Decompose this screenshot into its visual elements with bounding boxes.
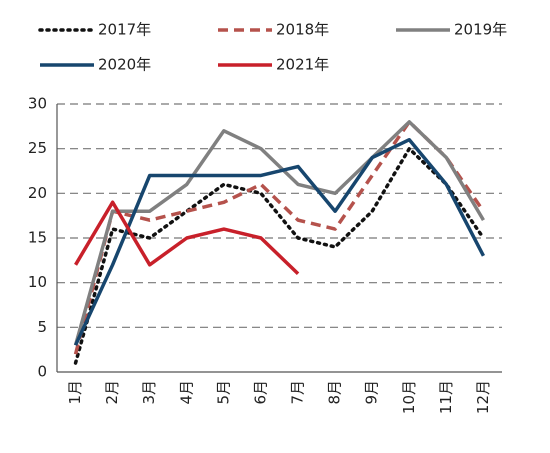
legend-label: 2018年 xyxy=(276,21,329,39)
legend-label: 2017年 xyxy=(98,21,151,39)
y-tick-label: 0 xyxy=(37,363,47,381)
x-tick-label: 6月 xyxy=(251,380,269,405)
x-tick-label: 7月 xyxy=(289,380,307,405)
series-line xyxy=(73,137,486,346)
x-tick-label: 10月 xyxy=(400,380,418,414)
legend-label: 2019年 xyxy=(454,21,507,39)
x-tick-label: 3月 xyxy=(140,380,158,405)
x-tick-label: 12月 xyxy=(474,380,492,414)
legend-label: 2020年 xyxy=(98,56,151,74)
x-tick-label: 2月 xyxy=(103,380,121,405)
y-tick-label: 20 xyxy=(28,184,47,202)
y-tick-label: 10 xyxy=(28,273,47,291)
x-tick-label: 4月 xyxy=(177,380,195,405)
y-tick-label: 15 xyxy=(28,229,47,247)
series-line xyxy=(73,146,486,365)
x-tick-label: 11月 xyxy=(437,380,455,414)
x-tick-label: 1月 xyxy=(66,380,84,405)
y-tick-label: 25 xyxy=(28,139,47,157)
x-tick-label: 9月 xyxy=(363,380,381,405)
y-tick-label: 30 xyxy=(28,95,47,113)
legend-label: 2021年 xyxy=(276,56,329,74)
y-tick-label: 5 xyxy=(37,318,47,336)
x-tick-label: 8月 xyxy=(326,380,344,405)
x-tick-label: 5月 xyxy=(214,380,232,405)
series-line xyxy=(73,120,485,346)
series-line xyxy=(74,200,300,275)
